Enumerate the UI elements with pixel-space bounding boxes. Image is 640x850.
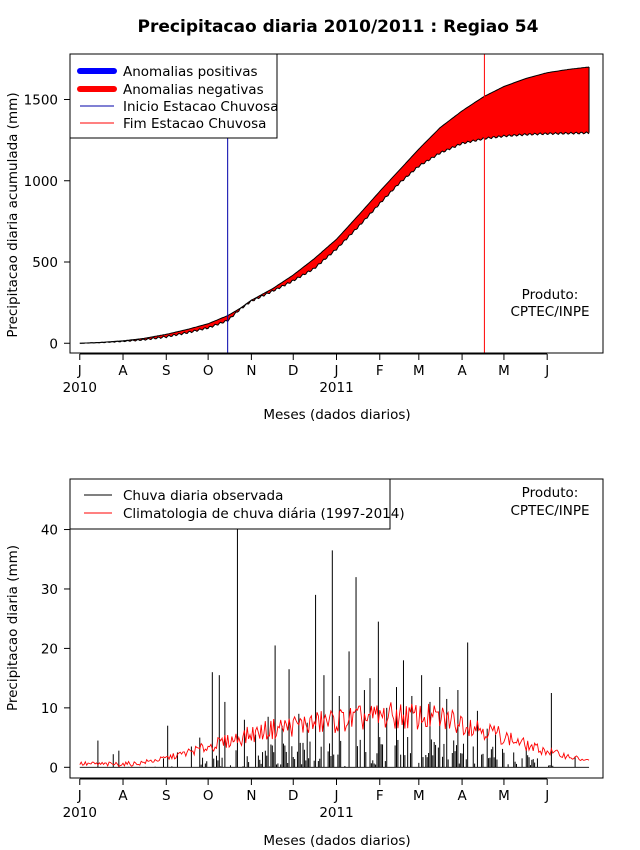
bottom-y-tick-label-2: 20	[41, 641, 58, 657]
bottom-x-tick-label-9: A	[457, 788, 467, 804]
top-credit-line-1: Produto:	[522, 287, 579, 303]
bottom-legend-box	[69, 478, 391, 530]
bottom-x-tick-label-5: D	[288, 788, 298, 804]
top-x-tick-label-3: O	[203, 363, 214, 379]
observed-cumulative-line	[79, 131, 590, 344]
bottom-x-tick-label-11: J	[544, 788, 549, 804]
top-x-tick-label-6: J	[334, 363, 339, 379]
legend-label-observed: Chuva diaria observada	[123, 488, 283, 504]
top-plot-area	[69, 53, 604, 354]
top-plot-frame	[69, 53, 604, 354]
top-x-tick-label-0: J	[77, 363, 82, 379]
bottom-x-tick-label-6: J	[334, 788, 339, 804]
bottom-x-tick-label-0: J	[77, 788, 82, 804]
top-y-axis: 0 500 1000 1500	[24, 93, 70, 352]
bottom-y-tick-label-0: 0	[49, 760, 58, 776]
legend-label-season-end: Fim Estacao Chuvosa	[123, 116, 266, 132]
top-y-tick-label-3: 1500	[24, 93, 58, 109]
bottom-credit-line-1: Produto:	[522, 485, 579, 501]
negative-anomaly-area	[79, 67, 590, 344]
bottom-x-tick-label-8: M	[413, 788, 425, 804]
bottom-year-label-0: 2010	[63, 805, 97, 821]
top-x-tick-label-5: D	[288, 363, 298, 379]
bottom-legend: Chuva diaria observada Climatologia de c…	[69, 478, 405, 530]
bottom-y-axis-label: Precipitacao diaria (mm)	[5, 545, 21, 711]
chart-title: Precipitacao diaria 2010/2011 : Regiao 5…	[138, 17, 539, 37]
bottom-y-tick-label-4: 40	[41, 523, 58, 539]
top-x-tick-label-9: A	[457, 363, 467, 379]
top-y-tick-label-1: 500	[32, 255, 58, 271]
bottom-x-tick-label-10: M	[498, 788, 510, 804]
legend-label-season-start: Inicio Estacao Chuvosa	[123, 99, 278, 115]
top-legend: Anomalias positivas Anomalias negativas …	[69, 53, 278, 139]
bottom-x-tick-label-3: O	[203, 788, 214, 804]
top-x-tick-label-8: M	[413, 363, 425, 379]
bottom-x-axis-label: Meses (dados diarios)	[263, 833, 410, 849]
climatology-daily-line	[79, 702, 590, 768]
bottom-y-tick-label-1: 10	[41, 701, 58, 717]
top-y-tick-label-0: 0	[49, 336, 58, 352]
top-credit-line-2: CPTEC/INPE	[510, 304, 589, 320]
bottom-plot-area	[69, 478, 604, 779]
top-year-label-1: 2011	[319, 380, 353, 396]
top-x-tick-label-10: M	[498, 363, 510, 379]
legend-label-positive: Anomalias positivas	[123, 64, 258, 80]
top-x-tick-label-1: A	[118, 363, 128, 379]
bottom-x-tick-label-1: A	[118, 788, 128, 804]
bottom-y-axis: 0 10 20 30 40	[41, 523, 70, 776]
bottom-x-tick-label-7: F	[376, 788, 384, 804]
bottom-x-tick-label-2: S	[162, 788, 171, 804]
top-year-label-0: 2010	[63, 380, 97, 396]
bottom-y-tick-label-3: 30	[41, 582, 58, 598]
top-y-axis-label: Precipitacao diaria acumulada (mm)	[5, 92, 21, 337]
legend-label-negative: Anomalias negativas	[123, 82, 264, 98]
bottom-credit-line-2: CPTEC/INPE	[510, 503, 589, 519]
bottom-x-tick-label-4: N	[246, 788, 256, 804]
top-y-tick-label-2: 1000	[24, 174, 58, 190]
bottom-year-label-1: 2011	[319, 805, 353, 821]
top-x-tick-label-7: F	[376, 363, 384, 379]
top-x-tick-label-2: S	[162, 363, 171, 379]
top-x-axis-label: Meses (dados diarios)	[263, 407, 410, 423]
legend-label-climatology: Climatologia de chuva diária (1997-2014)	[123, 506, 405, 522]
climatology-cumulative-line	[79, 66, 590, 344]
top-x-tick-label-11: J	[544, 363, 549, 379]
top-x-tick-label-4: N	[246, 363, 256, 379]
